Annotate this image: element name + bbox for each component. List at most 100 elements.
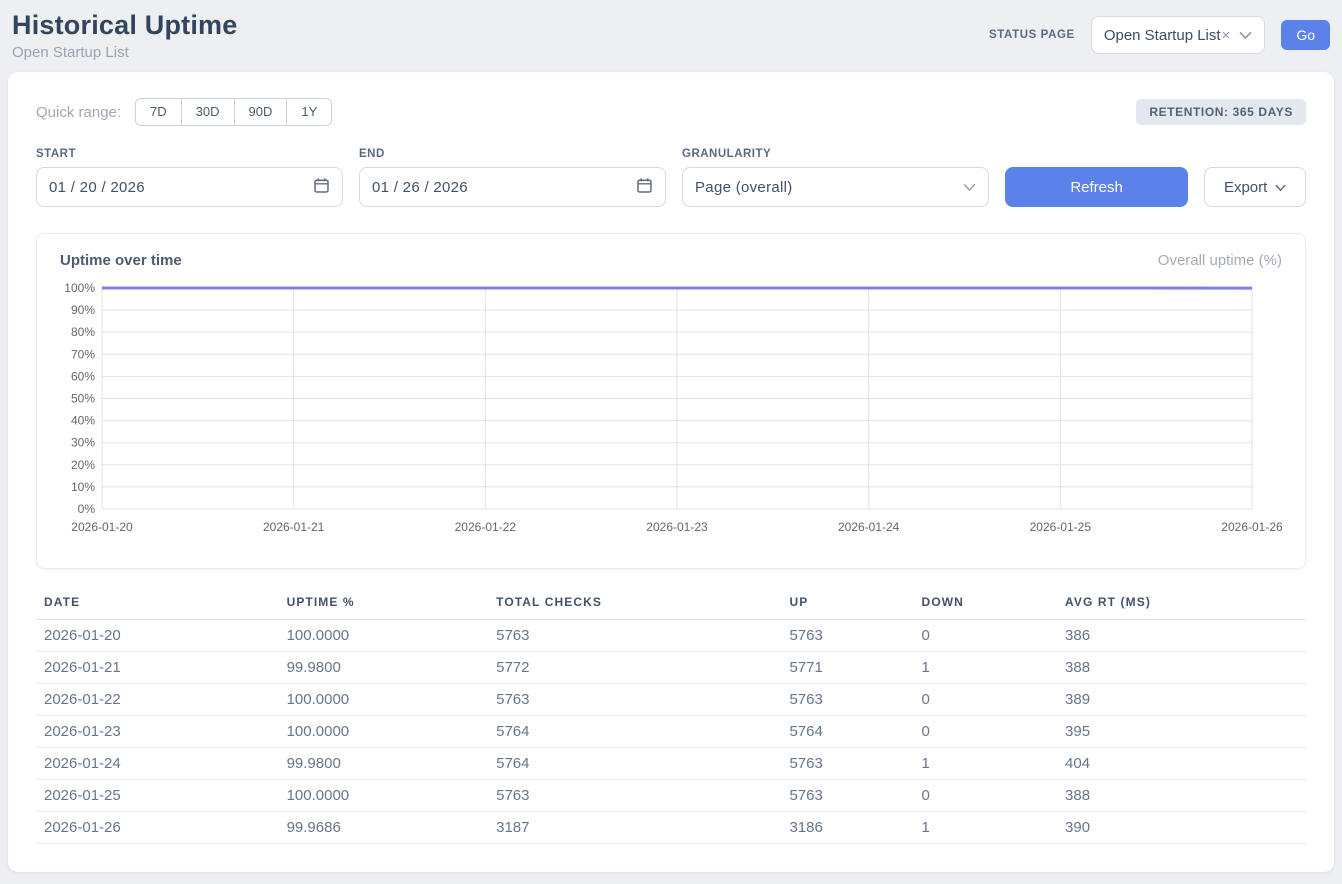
table-cell: 389 [1057, 683, 1306, 716]
table-cell: 386 [1057, 619, 1306, 652]
tick-label: 60% [71, 369, 95, 383]
table-header-row: DATE UPTIME % TOTAL CHECKS UP DOWN AVG RT (MS… [36, 593, 1306, 620]
column-header: UP [781, 593, 914, 620]
table-row: 2026-01-21 99.9800 5772 5771 1 388 [36, 651, 1306, 684]
granularity-select[interactable]: Page (overall) [682, 167, 989, 207]
page-title: Historical Uptime [12, 10, 238, 40]
table-cell: 5763 [488, 619, 782, 652]
clear-icon[interactable]: × [1221, 26, 1231, 44]
table-cell: 388 [1057, 651, 1306, 684]
start-date-input[interactable]: 01 / 20 / 2026 [36, 167, 343, 207]
tick-label: 30% [71, 436, 95, 450]
chart-canvas: 0% 10% 20% 30% 40% 50% 60% 70% 80% 90% 100% 2026-01… [57, 279, 1285, 554]
quick-range-1y[interactable]: 1Y [286, 99, 332, 125]
refresh-button[interactable]: Refresh [1005, 167, 1189, 207]
quick-range-90d[interactable]: 90D [233, 99, 287, 125]
table-cell: 2026-01-24 [36, 747, 279, 780]
table-cell: 3186 [781, 811, 914, 844]
table-cell: 0 [913, 715, 1058, 748]
uptime-table-wrap: DATE UPTIME % TOTAL CHECKS UP DOWN AVG RT (MS… [36, 593, 1306, 844]
table-cell: 395 [1057, 715, 1306, 748]
tick-label: 0% [78, 502, 96, 516]
title-block: Historical Uptime Open Startup List [12, 10, 237, 61]
chevron-down-icon [963, 179, 976, 196]
table-cell: 2026-01-25 [36, 779, 279, 812]
table-cell: 5763 [781, 747, 914, 780]
granularity-value: Page (overall) [695, 178, 793, 196]
tick-label: 2026-01-23 [646, 520, 708, 534]
filter-form-row: START 01 / 20 / 2026 END 01 / 26 / 2026 [36, 148, 1306, 207]
quick-range-30d[interactable]: 30D [180, 99, 234, 125]
tick-label: 2026-01-25 [1030, 520, 1092, 534]
retention-badge: RETENTION: 365 DAYS [1136, 99, 1306, 125]
quick-range-7d[interactable]: 7D [136, 99, 181, 125]
tick-label: 50% [71, 392, 95, 406]
table-cell: 1 [913, 811, 1058, 844]
table-row: 2026-01-20 100.0000 5763 5763 0 386 [36, 619, 1306, 652]
status-page-select[interactable]: Open Startup List × [1090, 16, 1266, 54]
chevron-down-icon [1275, 179, 1286, 196]
table-cell: 5763 [781, 779, 914, 812]
tick-label: 2026-01-24 [838, 520, 900, 534]
start-date-label: START [36, 148, 76, 160]
tick-label: 80% [71, 325, 95, 339]
end-date-field: END 01 / 26 / 2026 [359, 148, 666, 207]
column-header: DATE [36, 593, 279, 620]
table-cell: 2026-01-23 [36, 715, 279, 748]
tick-label: 2026-01-21 [263, 520, 325, 534]
quick-range-group: 7D 30D 90D 1Y [135, 98, 333, 126]
table-cell: 5771 [781, 651, 914, 684]
tick-label: 10% [71, 480, 95, 494]
table-row: 2026-01-23 100.0000 5764 5764 0 395 [36, 715, 1306, 748]
uptime-table: DATE UPTIME % TOTAL CHECKS UP DOWN AVG RT (MS… [36, 593, 1306, 844]
table-cell: 100.0000 [278, 779, 489, 812]
uptime-chart: 0% 10% 20% 30% 40% 50% 60% 70% 80% 90% 100% 2026-01… [64, 281, 1283, 534]
column-header: AVG RT (MS) [1057, 593, 1306, 620]
table-cell: 5764 [488, 715, 782, 748]
table-cell: 99.9800 [278, 747, 489, 780]
tick-label: 70% [71, 347, 95, 361]
table-cell: 100.0000 [278, 683, 489, 716]
table-cell: 0 [913, 683, 1058, 716]
table-cell: 2026-01-26 [36, 811, 279, 844]
end-date-value: 01 / 26 / 2026 [372, 178, 468, 196]
tick-label: 90% [71, 303, 95, 317]
table-row: 2026-01-25 100.0000 5763 5763 0 388 [36, 779, 1306, 812]
tick-label: 40% [71, 414, 95, 428]
table-cell: 2026-01-21 [36, 651, 279, 684]
table-cell: 5763 [781, 683, 914, 716]
table-cell: 388 [1057, 779, 1306, 812]
tick-label: 2026-01-20 [71, 520, 133, 534]
page-subtitle: Open Startup List [12, 44, 129, 61]
go-button[interactable]: Go [1281, 20, 1330, 50]
table-cell: 404 [1057, 747, 1306, 780]
export-button[interactable]: Export [1204, 167, 1306, 207]
table-cell: 5763 [781, 619, 914, 652]
granularity-label: GRANULARITY [682, 148, 772, 160]
table-cell: 99.9686 [278, 811, 489, 844]
chart-card: Uptime over time Overall uptime (%) 0% 10… [36, 233, 1306, 569]
end-date-input[interactable]: 01 / 26 / 2026 [359, 167, 666, 207]
table-cell: 5764 [488, 747, 782, 780]
column-header: TOTAL CHECKS [488, 593, 782, 620]
calendar-icon[interactable] [636, 177, 653, 198]
status-page-label: STATUS PAGE [988, 29, 1075, 41]
quick-range-row: Quick range: 7D 30D 90D 1Y RETENTION: 36… [36, 98, 1306, 126]
tick-label: 2026-01-22 [455, 520, 517, 534]
table-cell: 0 [913, 779, 1058, 812]
column-header: DOWN [913, 593, 1058, 620]
table-row: 2026-01-24 99.9800 5764 5763 1 404 [36, 747, 1306, 780]
table-cell: 5763 [488, 779, 782, 812]
table-cell: 100.0000 [278, 715, 489, 748]
tick-label: 2026-01-26 [1221, 520, 1283, 534]
table-cell: 1 [913, 747, 1058, 780]
chevron-down-icon [1239, 31, 1252, 40]
end-date-label: END [359, 148, 385, 160]
calendar-icon[interactable] [313, 177, 330, 198]
table-row: 2026-01-26 99.9686 3187 3186 1 390 [36, 811, 1306, 844]
topbar: Historical Uptime Open Startup List STAT… [0, 0, 1342, 61]
table-cell: 3187 [488, 811, 782, 844]
start-date-value: 01 / 20 / 2026 [49, 178, 145, 196]
table-row: 2026-01-22 100.0000 5763 5763 0 389 [36, 683, 1306, 716]
